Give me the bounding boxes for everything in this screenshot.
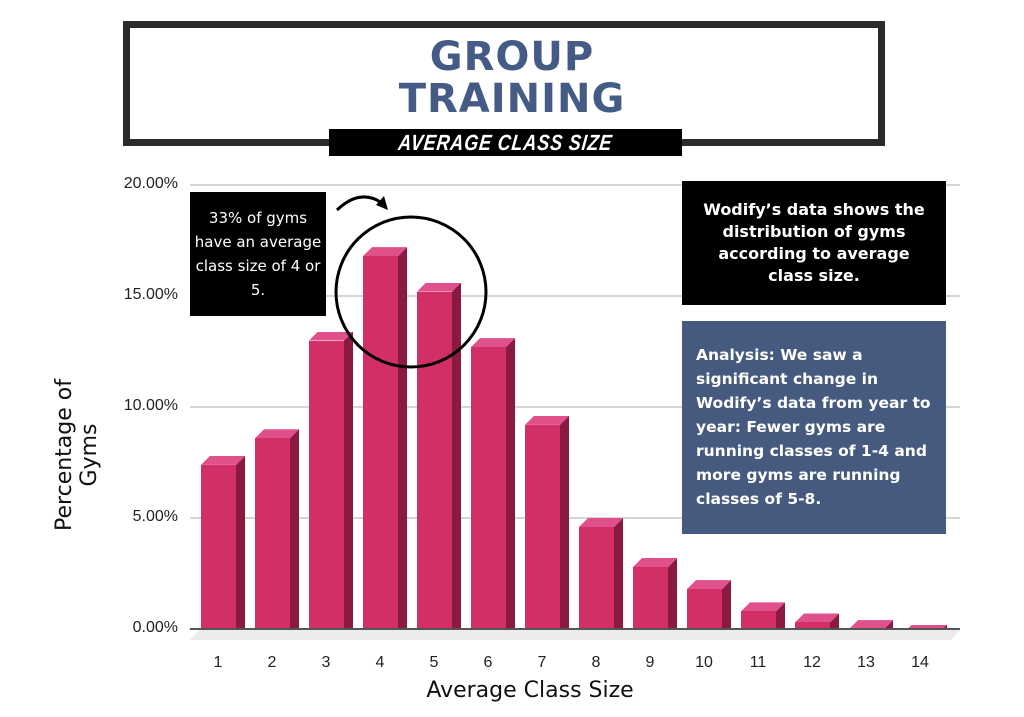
bar-front bbox=[417, 291, 452, 638]
bar-side bbox=[614, 518, 623, 638]
arrow-head-icon bbox=[376, 196, 388, 210]
bar-side bbox=[236, 456, 245, 638]
bar-side bbox=[398, 247, 407, 638]
x-tick-label: 9 bbox=[645, 654, 655, 671]
analysis-box: Analysis: We saw a significant change in… bbox=[682, 321, 946, 534]
bar-top bbox=[201, 455, 245, 465]
y-tick-label: 15.00% bbox=[123, 286, 178, 303]
gridline bbox=[190, 517, 960, 519]
x-tick-label: 4 bbox=[375, 654, 385, 671]
y-tick-label: 5.00% bbox=[132, 508, 178, 525]
chart-floor bbox=[190, 630, 960, 640]
x-tick-label: 6 bbox=[483, 654, 493, 671]
bar-top bbox=[849, 620, 893, 630]
gridline bbox=[190, 184, 960, 186]
y-tick-label: 0.00% bbox=[132, 619, 178, 636]
bar-side bbox=[452, 283, 461, 638]
bar-front bbox=[255, 438, 290, 638]
bar-6 bbox=[471, 338, 515, 638]
x-axis-line bbox=[190, 628, 960, 630]
callout-distribution: Wodify’s data shows the distribution of … bbox=[682, 181, 946, 305]
x-tick-label: 2 bbox=[267, 654, 277, 671]
bar-top bbox=[309, 331, 353, 341]
x-tick-label: 7 bbox=[537, 654, 547, 671]
x-axis-label: Average Class Size bbox=[426, 678, 634, 703]
bar-front bbox=[579, 527, 614, 638]
bar-front bbox=[525, 424, 560, 638]
bar-7 bbox=[525, 415, 569, 638]
title-line-1: GROUP bbox=[429, 34, 595, 80]
curved-arrow-icon bbox=[335, 195, 383, 212]
x-tick-label: 10 bbox=[695, 654, 713, 671]
bar-2 bbox=[255, 429, 299, 638]
bar-top bbox=[633, 557, 677, 567]
y-tick-label: 10.00% bbox=[123, 397, 178, 414]
bar-front bbox=[309, 340, 344, 638]
bar-3 bbox=[309, 331, 353, 638]
bar-top bbox=[471, 338, 515, 348]
bar-side bbox=[290, 429, 299, 638]
bar-front bbox=[633, 566, 668, 638]
y-axis-label: Percentage of Gyms bbox=[52, 379, 102, 531]
x-tick-label: 5 bbox=[429, 654, 439, 671]
x-tick-label: 13 bbox=[857, 654, 875, 671]
x-tick-label: 12 bbox=[803, 654, 821, 671]
subtitle-text: AVERAGE CLASS SIZE bbox=[397, 130, 614, 155]
bar-top bbox=[687, 580, 731, 590]
y-tick-label: 20.00% bbox=[123, 175, 178, 192]
gridline bbox=[190, 295, 960, 297]
bar-side bbox=[560, 416, 569, 638]
gridline bbox=[190, 406, 960, 408]
x-tick-label: 11 bbox=[749, 654, 767, 671]
bar-front bbox=[363, 256, 398, 638]
bar-side bbox=[506, 338, 515, 638]
bar-front bbox=[471, 347, 506, 638]
bar-side bbox=[722, 580, 731, 638]
callout-33-percent: 33% of gyms have an average class size o… bbox=[190, 192, 326, 316]
bar-4 bbox=[363, 247, 407, 638]
title-line-2: TRAINING bbox=[398, 76, 626, 122]
bar-top bbox=[795, 613, 839, 623]
bar-side bbox=[668, 558, 677, 638]
bar-side bbox=[344, 332, 353, 638]
bar-top bbox=[525, 415, 569, 425]
x-tick-label: 14 bbox=[911, 654, 929, 671]
x-tick-label: 8 bbox=[591, 654, 601, 671]
bar-top bbox=[741, 602, 785, 612]
bar-1 bbox=[201, 455, 245, 638]
bar-top bbox=[255, 429, 299, 439]
bar-side bbox=[776, 602, 785, 638]
subtitle-banner: AVERAGE CLASS SIZE bbox=[329, 129, 682, 156]
highlight-circle bbox=[334, 215, 488, 369]
bar-top bbox=[579, 518, 623, 527]
bar-9 bbox=[633, 557, 677, 638]
bar-side bbox=[830, 613, 839, 638]
bar-8 bbox=[579, 518, 623, 638]
bar-front bbox=[201, 464, 236, 638]
x-tick-label: 3 bbox=[321, 654, 331, 671]
x-tick-label: 1 bbox=[213, 654, 223, 671]
bar-5 bbox=[417, 282, 461, 638]
